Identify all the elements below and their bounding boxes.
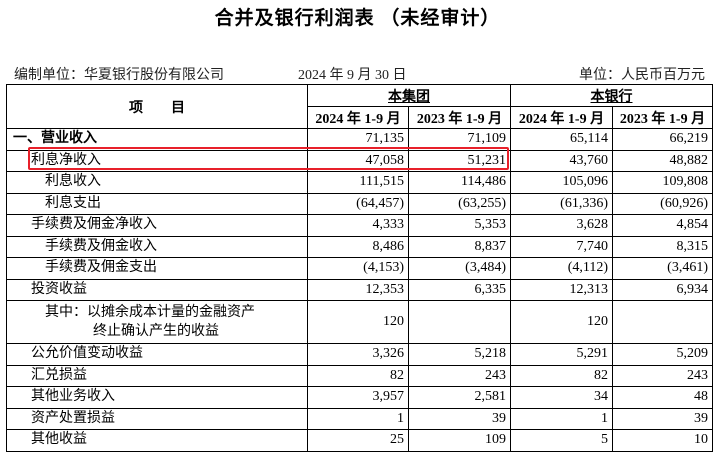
preparer: 编制单位：华夏银行股份有限公司 — [14, 68, 224, 83]
row-value: 39 — [408, 407, 511, 430]
row-value: 109,808 — [612, 171, 713, 194]
table-row: 利息净收入 47,058 51,231 43,760 48,882 — [6, 149, 713, 172]
row-label: 利息净收入 — [6, 149, 308, 172]
row-value: 1 — [307, 407, 409, 430]
row-value: (3,461) — [612, 257, 713, 280]
row-label: 手续费及佣金净收入 — [6, 214, 308, 237]
row-value — [612, 300, 713, 344]
row-label: 其中：以摊余成本计量的金融资产终止确认产生的收益 — [6, 300, 308, 344]
header-item: 项 目 — [6, 84, 308, 129]
row-value: 82 — [510, 364, 613, 387]
row-value: 51,231 — [408, 149, 511, 172]
row-value: 5 — [510, 429, 613, 452]
row-value: 5,353 — [408, 214, 511, 237]
table-row: 其他收益 25 109 5 10 — [6, 429, 713, 452]
row-label: 一、营业收入 — [6, 128, 308, 151]
header-period: 2024 年 1-9 月 — [510, 106, 613, 129]
row-value: 3,957 — [307, 386, 409, 409]
row-label: 手续费及佣金支出 — [6, 257, 308, 280]
row-value: (64,457) — [307, 192, 409, 215]
header-period: 2024 年 1-9 月 — [307, 106, 409, 129]
row-value: 4,333 — [307, 214, 409, 237]
row-value: 39 — [612, 407, 713, 430]
row-label-line2: 终止确认产生的收益 — [93, 324, 219, 339]
row-value: 4,854 — [612, 214, 713, 237]
row-label: 手续费及佣金收入 — [6, 235, 308, 258]
row-value: (61,336) — [510, 192, 613, 215]
row-value — [408, 300, 511, 344]
row-value: 6,335 — [408, 278, 511, 301]
row-label: 汇兑损益 — [6, 364, 308, 387]
header-group: 本集团 — [307, 84, 511, 107]
row-value: 111,515 — [307, 171, 409, 194]
row-value: 12,353 — [307, 278, 409, 301]
row-value: 105,096 — [510, 171, 613, 194]
row-value: 66,219 — [612, 128, 713, 151]
row-value: (4,112) — [510, 257, 613, 280]
row-label: 资产处置损益 — [6, 407, 308, 430]
table-row: 手续费及佣金支出 (4,153) (3,484) (4,112) (3,461) — [6, 257, 713, 280]
report-date: 2024 年 9 月 30 日 — [298, 68, 407, 83]
row-value: 71,109 — [408, 128, 511, 151]
row-value: 114,486 — [408, 171, 511, 194]
row-value: 3,628 — [510, 214, 613, 237]
header-period: 2023 年 1-9 月 — [408, 106, 511, 129]
header-bank: 本银行 — [510, 84, 713, 107]
table-row: 利息收入 111,515 114,486 105,096 109,808 — [6, 171, 713, 194]
row-value: 6,934 — [612, 278, 713, 301]
header-period: 2023 年 1-9 月 — [612, 106, 713, 129]
row-value: 82 — [307, 364, 409, 387]
row-value: 71,135 — [307, 128, 409, 151]
table-row: 汇兑损益 82 243 82 243 — [6, 364, 713, 387]
table-row: 公允价值变动收益 3,326 5,218 5,291 5,209 — [6, 343, 713, 366]
row-value: 10 — [612, 429, 713, 452]
table-row: 利息支出 (64,457) (63,255) (61,336) (60,926) — [6, 192, 713, 215]
row-value: (4,153) — [307, 257, 409, 280]
row-label: 利息支出 — [6, 192, 308, 215]
row-value: (3,484) — [408, 257, 511, 280]
row-value: 65,114 — [510, 128, 613, 151]
table-row: 其中：以摊余成本计量的金融资产 终止确认产生的收益 120 120 — [6, 300, 713, 344]
row-label: 其他收益 — [6, 429, 308, 452]
row-label: 其他业务收入 — [6, 386, 308, 409]
row-value: 5,218 — [408, 343, 511, 366]
table-row: 投资收益 12,353 6,335 12,313 6,934 — [6, 278, 713, 301]
row-value: 2,581 — [408, 386, 511, 409]
row-value: 243 — [408, 364, 511, 387]
row-value: (60,926) — [612, 192, 713, 215]
row-value: 48,882 — [612, 149, 713, 172]
unit: 单位：人民币百万元 — [579, 68, 705, 83]
income-statement-table: 项 目 本集团 本银行 2024 年 1-9 月 2023 年 1-9 月 20… — [6, 84, 713, 452]
row-value: 1 — [510, 407, 613, 430]
row-value: 3,326 — [307, 343, 409, 366]
table-row: 手续费及佣金收入 8,486 8,837 7,740 8,315 — [6, 235, 713, 258]
row-value: 12,313 — [510, 278, 613, 301]
row-value: (63,255) — [408, 192, 511, 215]
row-value: 25 — [307, 429, 409, 452]
row-value: 48 — [612, 386, 713, 409]
table-row: 一、营业收入 71,135 71,109 65,114 66,219 — [6, 128, 713, 151]
row-value: 47,058 — [307, 149, 409, 172]
row-value: 109 — [408, 429, 511, 452]
row-value: 43,760 — [510, 149, 613, 172]
row-value: 120 — [307, 300, 409, 344]
row-value: 120 — [510, 300, 613, 344]
row-value: 5,209 — [612, 343, 713, 366]
row-value: 8,837 — [408, 235, 511, 258]
page-title: 合并及银行利润表 （未经审计） — [214, 8, 501, 29]
row-label: 利息收入 — [6, 171, 308, 194]
row-value: 7,740 — [510, 235, 613, 258]
row-label: 公允价值变动收益 — [6, 343, 308, 366]
row-label-line1: 其中：以摊余成本计量的金融资产 — [45, 305, 255, 320]
table-row: 手续费及佣金净收入 4,333 5,353 3,628 4,854 — [6, 214, 713, 237]
row-value: 5,291 — [510, 343, 613, 366]
row-value: 8,486 — [307, 235, 409, 258]
row-label: 投资收益 — [6, 278, 308, 301]
row-value: 34 — [510, 386, 613, 409]
row-value: 243 — [612, 364, 713, 387]
table-row: 资产处置损益 1 39 1 39 — [6, 407, 713, 430]
table-row: 其他业务收入 3,957 2,581 34 48 — [6, 386, 713, 409]
row-value: 8,315 — [612, 235, 713, 258]
